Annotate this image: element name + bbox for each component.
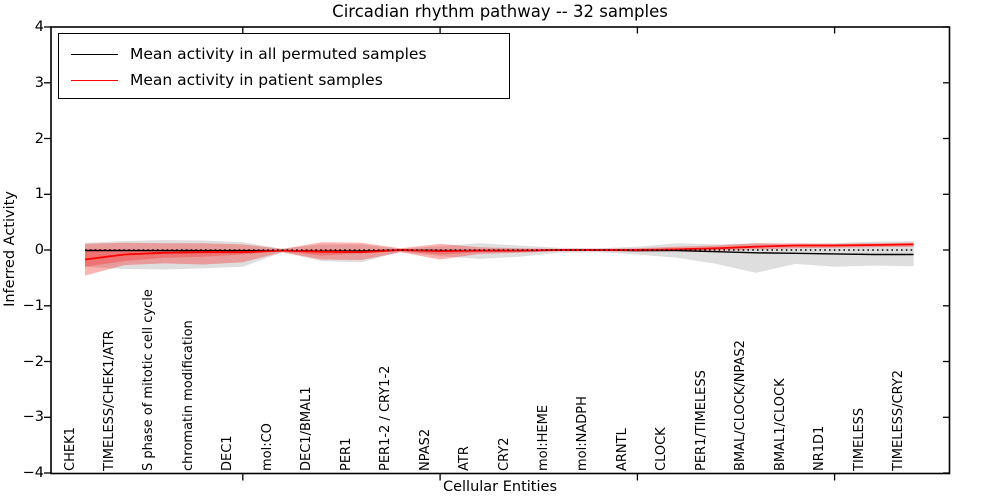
x-tick-label: ATR bbox=[457, 446, 473, 471]
x-tick-label: BMAL/CLOCK/NPAS2 bbox=[733, 340, 749, 471]
legend-line-black-icon bbox=[71, 53, 118, 55]
x-tick-label: mol:CO bbox=[259, 423, 275, 471]
x-tick-label: S phase of mitotic cell cycle bbox=[141, 289, 157, 471]
legend-line-red-icon bbox=[71, 79, 118, 81]
x-tick-label: PER1 bbox=[338, 437, 354, 471]
x-tick-label: PER1-2 / CRY1-2 bbox=[378, 365, 394, 471]
y-tick-label: −3 bbox=[22, 409, 44, 426]
y-tick-label: 4 bbox=[34, 19, 44, 35]
x-tick-label: NPAS2 bbox=[417, 428, 433, 471]
y-tick-label: 0 bbox=[34, 242, 44, 258]
x-tick-label: CLOCK bbox=[654, 427, 670, 471]
x-tick-label: chromatin modification bbox=[180, 320, 196, 471]
x-tick-label: CHEK1 bbox=[62, 427, 78, 471]
legend-item-patient: Mean activity in patient samples bbox=[71, 67, 509, 93]
legend-label-patient: Mean activity in patient samples bbox=[130, 71, 383, 89]
x-tick-label: DEC1/BMAL1 bbox=[299, 386, 315, 472]
x-tick-label: CRY2 bbox=[496, 437, 512, 472]
chart-title: Circadian rhythm pathway -- 32 samples bbox=[332, 2, 668, 21]
x-tick-label: TIMELESS bbox=[851, 407, 867, 471]
y-tick-label: −2 bbox=[22, 353, 44, 370]
y-tick-label: −4 bbox=[22, 465, 44, 481]
legend-item-permuted: Mean activity in all permuted samples bbox=[71, 41, 509, 67]
x-tick-label: mol:HEME bbox=[535, 404, 551, 471]
legend: Mean activity in all permuted samples Me… bbox=[58, 33, 510, 99]
y-tick-label: 3 bbox=[34, 74, 44, 91]
x-tick-label: BMAL1/CLOCK bbox=[772, 378, 788, 471]
y-tick-label: 2 bbox=[34, 130, 44, 147]
x-tick-label: NR1D1 bbox=[812, 425, 828, 471]
x-tick-label: PER1/TIMELESS bbox=[693, 370, 709, 471]
x-tick-label: DEC1 bbox=[220, 435, 236, 471]
y-tick-label: −1 bbox=[22, 297, 44, 314]
x-tick-label: TIMELESS/CHEK1/ATR bbox=[101, 330, 117, 471]
legend-label-permuted: Mean activity in all permuted samples bbox=[130, 45, 427, 63]
x-tick-label: ARNTL bbox=[614, 428, 630, 471]
y-tick-label: 1 bbox=[34, 186, 44, 203]
x-tick-label: mol:NADPH bbox=[575, 396, 591, 471]
x-axis-label: Cellular Entities bbox=[442, 479, 558, 495]
x-tick-label: TIMELESS/CRY2 bbox=[891, 369, 907, 471]
